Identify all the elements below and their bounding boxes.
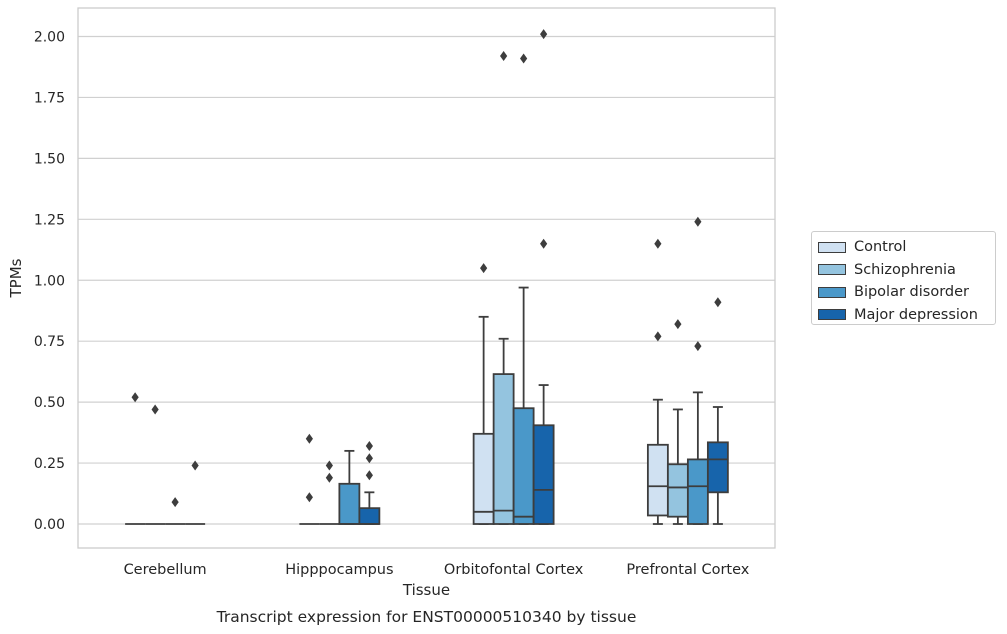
y-tick-labels: 0.00 0.25 0.50 0.75 1.00 1.25 1.50 1.75 2.00 [34,30,65,534]
y-tick-label: 0.00 [34,517,65,533]
legend-item-schizophrenia: Schizophrenia [818,259,995,282]
legend-label-schizophrenia: Schizophrenia [854,261,956,278]
outlier-point [151,404,159,415]
legend-swatch-major-depression [818,309,846,321]
x-tick-label: Hipppocampus [285,562,393,578]
x-tick-label: Cerebellum [124,562,207,578]
outlier-point [365,453,373,464]
box [646,443,669,517]
legend-label-bipolar-disorder: Bipolar disorder [854,284,969,301]
outlier-point [305,433,313,444]
outlier-point [191,460,199,471]
outlier-point [654,331,662,342]
box [358,507,381,525]
outlier-point [520,53,528,64]
y-tick-label: 1.75 [34,90,65,106]
outlier-point [365,470,373,481]
y-tick-label: 0.75 [34,334,65,350]
legend-item-major-depression: Major depression [818,304,995,327]
outlier-point [540,238,548,249]
box-series [125,29,729,525]
outlier-point [480,263,488,274]
box [512,407,535,525]
series-bipolar-disorder [165,53,709,525]
outlier-point [171,497,179,508]
legend-swatch-bipolar-disorder [818,286,846,298]
box [338,482,361,525]
series-schizophrenia [145,51,689,525]
chart-title: Transcript expression for ENST0000051034… [216,608,637,626]
outlier-point [714,297,722,308]
legend-item-control: Control [818,236,995,259]
x-tick-labels: Cerebellum Hipppocampus Orbitofontal Corte… [124,562,750,578]
y-tick-label: 2.00 [34,30,65,46]
outlier-point [365,441,373,451]
box [532,424,555,525]
x-tick-label: Orbitofontal Cortex [444,562,584,578]
outlier-point [540,29,548,40]
outlier-point [694,341,702,352]
legend-item-bipolar-disorder: Bipolar disorder [818,281,995,304]
plot-area-border [77,7,776,549]
series-major-depression [185,29,729,525]
legend-swatch-control [818,241,846,253]
box [686,458,709,525]
series-control [125,238,669,525]
outlier-point [325,472,333,483]
legend-label-major-depression: Major depression [854,306,978,323]
outlier-point [674,319,682,330]
outlier-point [500,51,508,61]
box [666,463,689,518]
x-axis-label: Tissue [402,581,450,599]
outlier-point [694,216,702,227]
outlier-point [654,238,662,249]
y-tick-label: 1.00 [34,273,65,289]
outlier-point [131,392,139,403]
y-tick-label: 1.25 [34,212,65,228]
box [492,373,515,525]
legend: Control Schizophrenia Bipolar disorder M… [811,231,996,325]
x-tick-label: Prefrontal Cortex [626,562,749,578]
legend-label-control: Control [854,239,907,256]
legend-swatch-schizophrenia [818,264,846,276]
box [472,432,495,525]
outlier-point [325,460,333,471]
box [706,441,729,494]
y-tick-label: 1.50 [34,151,65,167]
y-tick-label: 0.50 [34,395,65,411]
outlier-point [305,492,313,503]
y-axis-label: TPMs [7,258,25,298]
y-tick-label: 0.25 [34,456,65,472]
